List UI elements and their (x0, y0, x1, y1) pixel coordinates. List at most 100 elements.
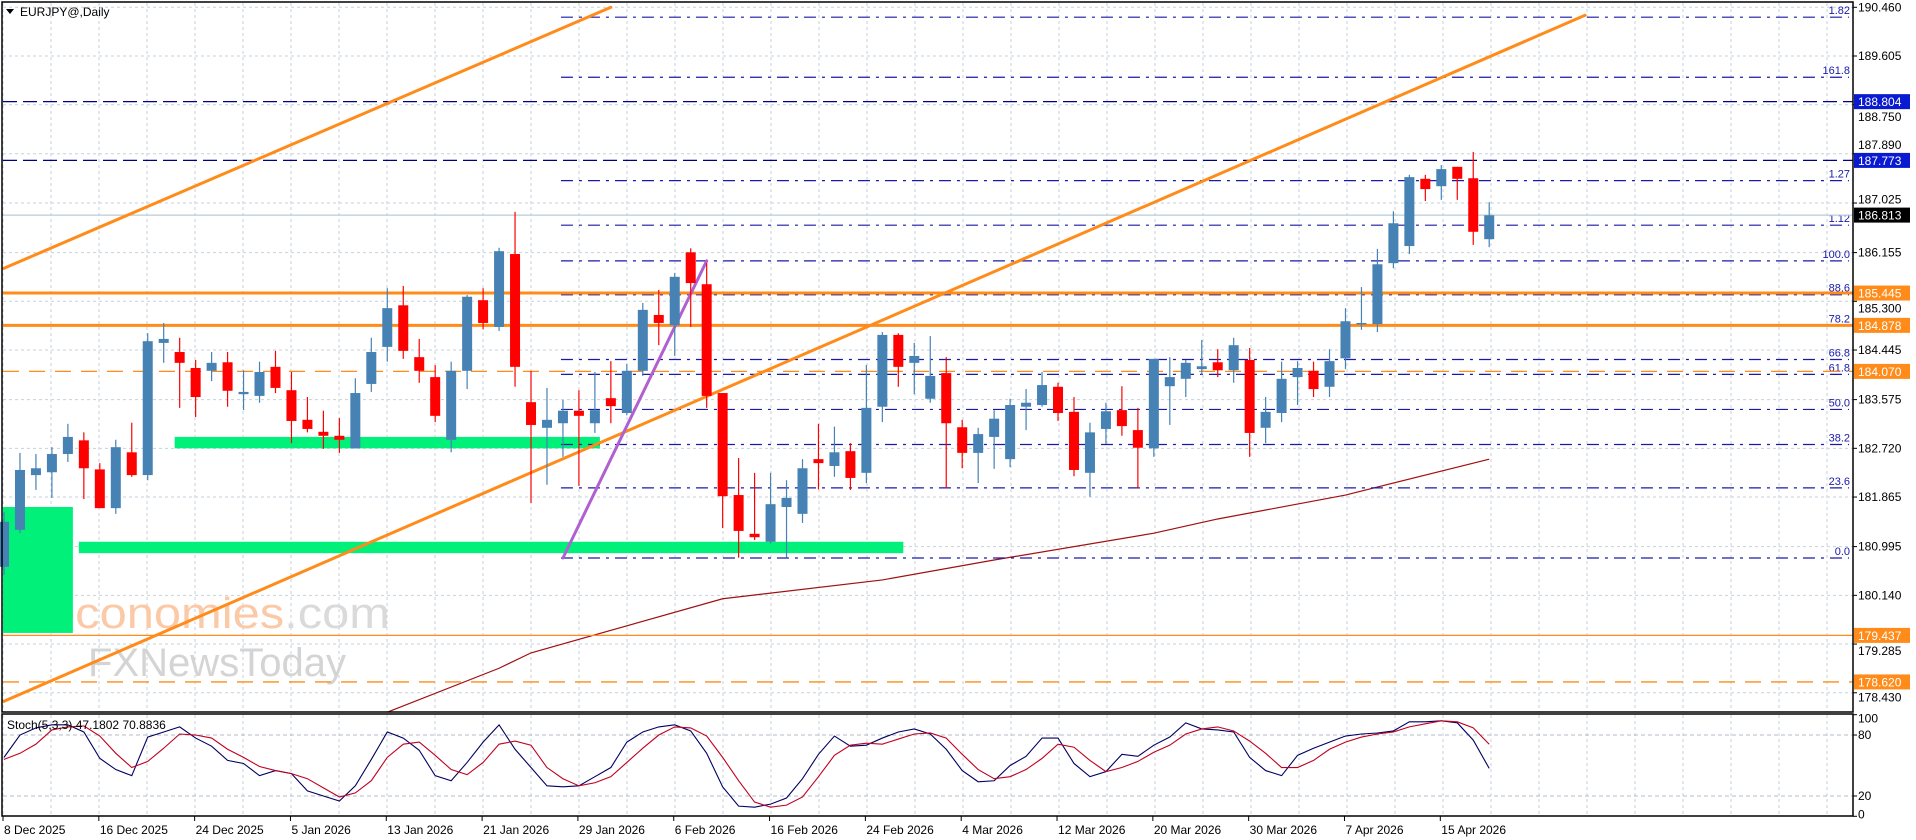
candle-body (845, 451, 856, 478)
candle (1324, 349, 1335, 398)
candle-body (1037, 385, 1048, 406)
candle-body (1180, 362, 1191, 379)
support-zone (78, 541, 904, 554)
candle-body (1292, 367, 1303, 378)
price-tag-background (1854, 317, 1910, 333)
candle (621, 363, 632, 416)
fib-level-label: 1.27 (1829, 169, 1850, 181)
candle (957, 419, 968, 469)
stoch-tick-label: 20 (1858, 789, 1872, 803)
candle (430, 365, 441, 423)
candle-body (158, 338, 169, 343)
channel-lower-trendline[interactable] (2, 13, 1587, 703)
candle-body (142, 341, 153, 476)
candle-body (749, 533, 760, 538)
candle (142, 333, 153, 481)
candle (781, 480, 792, 558)
candle (1132, 407, 1143, 489)
candle (909, 342, 920, 395)
collapse-triangle-icon[interactable] (6, 9, 14, 14)
channel-upper-trendline[interactable] (2, 5, 613, 270)
candle-body (1148, 358, 1159, 449)
candle (1148, 358, 1159, 457)
stoch-legend: Stoch(5,3,3) 47.1802 70.8836 (7, 718, 166, 732)
candle-body (1276, 378, 1287, 413)
candle (605, 361, 616, 424)
trendlines[interactable] (2, 5, 1587, 704)
price-tag-background (1854, 285, 1910, 301)
candle (1372, 248, 1383, 333)
fib-swing-trendline[interactable] (561, 259, 709, 560)
price-tag-label: 184.878 (1858, 319, 1902, 333)
main-pane-border (1, 1, 1854, 713)
pane-frames (1, 1, 1854, 817)
price-tag: 188.804 (1854, 94, 1910, 110)
candle (653, 289, 664, 346)
candle (1468, 152, 1479, 245)
candle (382, 288, 393, 362)
time-tick-label: 16 Dec 2025 (100, 823, 168, 837)
fib-level-label: 23.6 (1829, 476, 1850, 488)
fib-level-label: 0.0 (1835, 546, 1850, 558)
time-tick-label: 24 Dec 2025 (196, 823, 264, 837)
candle (1116, 386, 1127, 436)
candle-body (174, 352, 185, 363)
candle-body (909, 356, 920, 363)
price-tag-label: 188.804 (1858, 95, 1902, 109)
candle (669, 272, 680, 357)
price-tag-label: 184.070 (1858, 365, 1902, 379)
candle (46, 447, 57, 498)
candle-body (270, 366, 281, 388)
watermark: economies .com FXNewsToday (48, 589, 390, 685)
grid (2, 3, 1853, 816)
candle (1180, 359, 1191, 398)
candle (1053, 382, 1064, 421)
candle (685, 248, 696, 327)
price-tick-label: 181.865 (1858, 490, 1902, 504)
candle (302, 397, 313, 433)
candle (797, 459, 808, 523)
time-tick-label: 13 Jan 2026 (387, 823, 453, 837)
moving-average (387, 458, 1490, 713)
price-tag: 179.437 (1854, 627, 1910, 643)
candle (1005, 398, 1016, 468)
candle (286, 371, 297, 444)
stoch-signal-value: 70.8836 (122, 718, 166, 732)
price-tag-label: 187.773 (1858, 154, 1902, 168)
candle (1388, 211, 1399, 269)
candle (334, 418, 345, 453)
candle-body (1164, 377, 1175, 387)
price-tag: 184.070 (1854, 363, 1910, 379)
candle-body (46, 454, 57, 473)
time-axis[interactable]: 8 Dec 2025 16 Dec 2025 24 Dec 2025 5 Jan 20… (2, 816, 1506, 837)
candle (973, 427, 984, 484)
stoch-axis: 100 80 20 0 (1853, 712, 1878, 821)
time-tick-label: 6 Feb 2026 (675, 823, 736, 837)
horizontal-lines[interactable] (3, 101, 1853, 683)
candle-body (350, 393, 361, 449)
candle (510, 211, 521, 387)
candle (989, 410, 1000, 469)
price-axis[interactable]: 190.460 189.605 188.750 187.890 187.025 186.1… (1853, 0, 1902, 704)
stoch-tick-label: 0 (1858, 807, 1865, 821)
price-tick-label: 185.300 (1858, 302, 1902, 316)
candle-body (1244, 359, 1255, 433)
fib-level-label: 100.0 (1822, 249, 1850, 261)
candle (30, 454, 41, 490)
candle-body (1068, 411, 1079, 470)
candle-body (829, 452, 840, 466)
price-tag-background (1854, 627, 1910, 643)
candle-body (1436, 169, 1447, 187)
candle-body (541, 419, 552, 428)
candle (877, 332, 888, 423)
candle-body (1484, 215, 1495, 240)
fib-level-label: 38.2 (1829, 432, 1850, 444)
candle-body (1005, 405, 1016, 460)
candle (717, 393, 728, 529)
fib-level-label: 50.0 (1829, 397, 1850, 409)
price-tag: 178.620 (1854, 674, 1910, 690)
candle-body (0, 521, 9, 567)
candle-body (414, 357, 425, 371)
candle-body (893, 334, 904, 367)
